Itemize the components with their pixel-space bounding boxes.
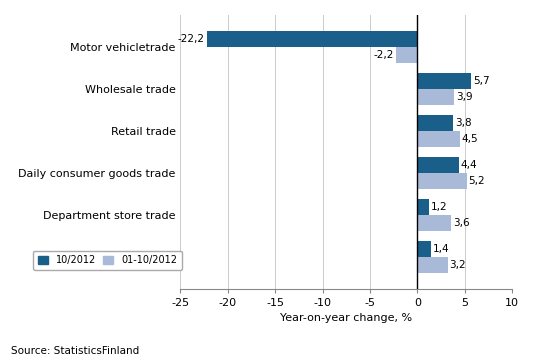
Bar (417, 115, 453, 131)
Bar (417, 199, 429, 215)
Bar (396, 46, 417, 63)
Text: 5,2: 5,2 (468, 176, 485, 186)
Bar (417, 157, 459, 173)
Bar (417, 173, 467, 189)
Text: -2,2: -2,2 (373, 50, 394, 60)
Text: 1,4: 1,4 (433, 244, 449, 254)
Text: 4,4: 4,4 (461, 160, 477, 170)
Text: 5,7: 5,7 (473, 76, 490, 86)
Text: 3,2: 3,2 (450, 260, 466, 270)
Bar (417, 215, 451, 231)
Bar (417, 257, 447, 273)
Text: 3,8: 3,8 (455, 118, 472, 128)
Text: 1,2: 1,2 (430, 202, 447, 212)
Bar (417, 89, 454, 105)
Legend: 10/2012, 01-10/2012: 10/2012, 01-10/2012 (33, 251, 182, 270)
Bar (207, 31, 417, 46)
Bar (417, 73, 472, 89)
Bar (417, 241, 430, 257)
Text: 3,6: 3,6 (453, 218, 470, 228)
X-axis label: Year-on-year change, %: Year-on-year change, % (280, 314, 412, 323)
Text: -22,2: -22,2 (177, 33, 204, 44)
Text: Source: StatisticsFinland: Source: StatisticsFinland (11, 346, 139, 356)
Bar (417, 131, 460, 147)
Text: 3,9: 3,9 (456, 92, 473, 102)
Text: 4,5: 4,5 (462, 134, 478, 144)
